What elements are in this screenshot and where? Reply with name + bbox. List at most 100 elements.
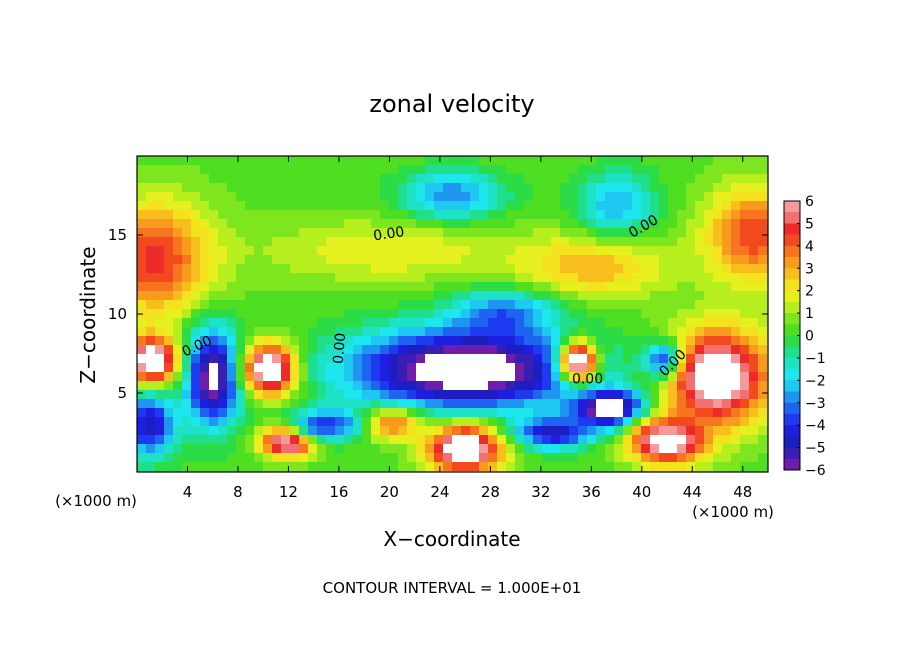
colorbar-swatch (784, 279, 800, 292)
field-cell (578, 201, 588, 211)
field-cell (164, 273, 174, 283)
field-cell (407, 309, 417, 319)
field-cell (524, 237, 534, 247)
field-cell (191, 390, 201, 400)
field-cell (389, 309, 399, 319)
field-cell (497, 174, 507, 184)
field-cell (443, 345, 453, 355)
field-cell (299, 192, 309, 202)
field-cell (704, 156, 714, 166)
field-cell (335, 237, 345, 247)
field-cell (740, 210, 750, 220)
field-cell (308, 201, 318, 211)
field-cell (362, 201, 372, 211)
field-cell (506, 246, 516, 256)
field-cell (668, 156, 678, 166)
field-cell (560, 174, 570, 184)
field-cell (497, 426, 507, 436)
field-cell (758, 390, 768, 400)
field-cell (677, 336, 687, 346)
field-cell (722, 282, 732, 292)
field-cell (641, 300, 651, 310)
field-cell (515, 201, 525, 211)
field-cell (650, 390, 660, 400)
field-cell (335, 399, 345, 409)
field-cell (137, 237, 147, 247)
field-cell (371, 291, 381, 301)
field-cell (281, 345, 291, 355)
field-cell (722, 291, 732, 301)
field-cell (641, 309, 651, 319)
field-cell (668, 237, 678, 247)
field-cell (542, 408, 552, 418)
field-cell (452, 426, 462, 436)
field-cell (155, 156, 165, 166)
field-cell (623, 354, 633, 364)
field-cell (236, 219, 246, 229)
field-cell (164, 399, 174, 409)
field-cell (605, 336, 615, 346)
field-cell (506, 291, 516, 301)
field-cell (137, 462, 147, 472)
field-cell (461, 219, 471, 229)
field-cell (290, 237, 300, 247)
field-cell (533, 399, 543, 409)
field-cell (209, 228, 219, 238)
field-cell (218, 390, 228, 400)
field-cell (488, 291, 498, 301)
field-cell (497, 210, 507, 220)
field-cell (731, 219, 741, 229)
field-cell (209, 354, 219, 364)
field-cell (407, 183, 417, 193)
field-cell (569, 435, 579, 445)
field-cell (353, 426, 363, 436)
field-cell (263, 300, 273, 310)
field-cell (614, 462, 624, 472)
field-cell (515, 273, 525, 283)
field-cell (740, 444, 750, 454)
field-cell (281, 462, 291, 472)
field-cell (677, 309, 687, 319)
field-cell (371, 210, 381, 220)
field-cell (281, 354, 291, 364)
field-cell (560, 309, 570, 319)
field-cell (227, 390, 237, 400)
field-cell (659, 174, 669, 184)
field-cell (569, 192, 579, 202)
field-cell (713, 192, 723, 202)
field-cell (686, 201, 696, 211)
field-cell (317, 444, 327, 454)
field-cell (389, 372, 399, 382)
field-cell (731, 264, 741, 274)
field-cell (713, 183, 723, 193)
field-cell (470, 327, 480, 337)
field-cell (569, 273, 579, 283)
field-cell (587, 300, 597, 310)
field-cell (731, 309, 741, 319)
field-cell (614, 354, 624, 364)
field-cell (596, 282, 606, 292)
field-cell (317, 183, 327, 193)
field-cell (551, 255, 561, 265)
field-cell (353, 381, 363, 391)
field-cell (623, 291, 633, 301)
field-cell (740, 273, 750, 283)
field-cell (659, 444, 669, 454)
field-cell (641, 399, 651, 409)
field-cell (614, 390, 624, 400)
field-cell (164, 372, 174, 382)
field-cell (641, 318, 651, 328)
field-cell (695, 363, 705, 373)
field-cell (515, 345, 525, 355)
field-cell (254, 183, 264, 193)
field-cell (704, 192, 714, 202)
field-cell (695, 228, 705, 238)
field-cell (137, 264, 147, 274)
field-cell (371, 174, 381, 184)
field-cell (407, 282, 417, 292)
field-cell (497, 318, 507, 328)
field-cell (281, 165, 291, 175)
field-cell (407, 165, 417, 175)
field-cell (146, 237, 156, 247)
field-cell (641, 462, 651, 472)
